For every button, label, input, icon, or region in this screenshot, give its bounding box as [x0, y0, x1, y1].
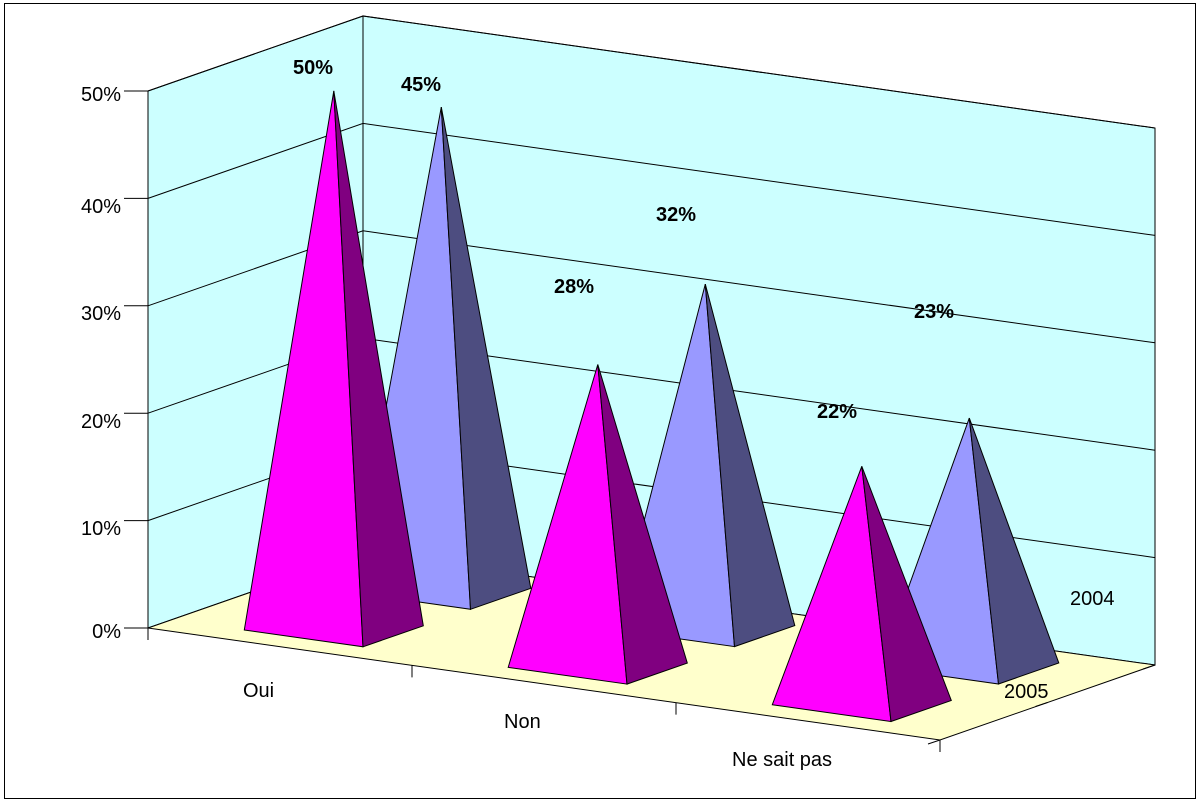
depth-axis-tick: [927, 739, 941, 745]
y-tick-label: 20%: [81, 411, 121, 433]
series-label-2004: 2004: [1070, 588, 1115, 610]
pyramid-2005-ne-sait-pas: [771, 466, 952, 723]
data-label-2005-oui: 50%: [293, 57, 333, 79]
gridline: [147, 230, 1156, 344]
data-label-2005-ne-sait-pas: 22%: [817, 401, 857, 423]
data-labels: 50% 45% 28% 32% 22% 23%: [293, 57, 954, 423]
y-tick-label: 30%: [81, 303, 121, 325]
y-tick-label: 0%: [92, 621, 121, 643]
x-tick-label-ne-sait-pas: Ne sait pas: [732, 749, 832, 771]
y-tick-label: 50%: [81, 84, 121, 106]
y-tick-label: 10%: [81, 518, 121, 540]
pyramid-side-face: [968, 417, 1060, 685]
series-axis-labels: 2004 2005: [1004, 588, 1115, 703]
y-axis-tick-labels: 0% 10% 20% 30% 40% 50%: [81, 84, 121, 643]
data-label-2004-ne-sait-pas: 23%: [914, 301, 954, 323]
x-tick-label-oui: Oui: [243, 680, 274, 702]
gridline: [147, 122, 1156, 236]
pyramid-marks: [243, 90, 1060, 723]
data-label-2005-non: 28%: [554, 276, 594, 298]
x-tick-label-non: Non: [504, 711, 541, 733]
y-tick-label: 40%: [81, 196, 121, 218]
pyramid-side-face: [861, 466, 952, 723]
gridline: [147, 15, 1156, 129]
pyramid-2005-non: [507, 364, 688, 685]
pyramid-side-face: [440, 107, 532, 610]
data-label-2004-non: 32%: [656, 204, 696, 226]
series-label-2005: 2005: [1004, 681, 1049, 703]
depth-axis-tick: [1142, 664, 1156, 670]
pyramid-2005-oui: [243, 90, 424, 648]
pyramid-side-face: [597, 364, 688, 685]
axes: [124, 90, 1156, 752]
data-label-2004-oui: 45%: [401, 74, 441, 96]
pyramid-side-face: [333, 90, 424, 648]
depth-axis-tick: [1035, 702, 1048, 707]
x-axis-tick-labels: Oui Non Ne sait pas: [243, 680, 832, 771]
pyramid-side-face: [704, 283, 796, 648]
